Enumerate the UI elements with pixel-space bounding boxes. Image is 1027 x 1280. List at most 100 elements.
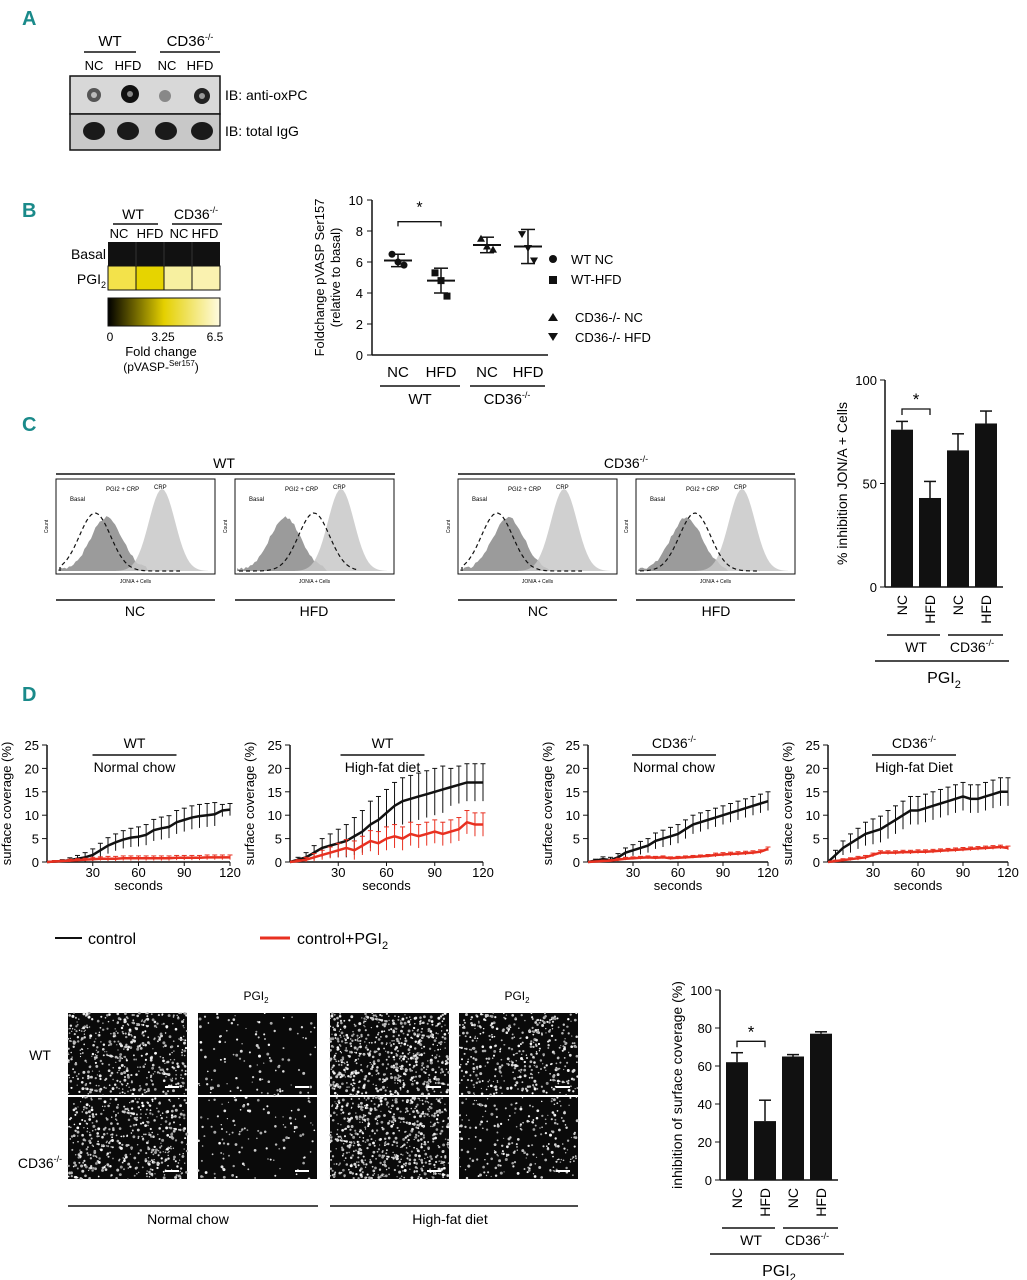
platelet-dot <box>413 1033 416 1036</box>
platelet-dot <box>523 1069 526 1072</box>
b-point <box>438 277 445 284</box>
platelet-dot <box>402 1068 404 1070</box>
platelet-dot <box>161 1069 164 1072</box>
platelet-dot <box>106 1014 109 1017</box>
platelet-dot <box>375 1158 377 1160</box>
platelet-dot <box>376 1066 379 1069</box>
platelet-dot <box>362 1140 364 1142</box>
platelet-dot <box>154 1097 156 1099</box>
platelet-dot <box>86 1012 89 1015</box>
platelet-dot <box>348 1169 350 1171</box>
platelet-dot <box>120 1147 123 1150</box>
platelet-dot <box>339 1139 341 1141</box>
platelet-dot <box>535 1065 538 1068</box>
platelet-dot <box>223 1176 226 1179</box>
platelet-dot <box>393 1065 395 1067</box>
platelet-dot <box>515 1053 516 1054</box>
platelet-dot <box>387 1122 390 1125</box>
platelet-dot <box>473 1071 475 1073</box>
platelet-dot <box>415 1162 418 1165</box>
platelet-dot <box>557 1159 558 1160</box>
platelet-dot <box>423 1067 425 1069</box>
b-group-wt: WT <box>408 391 431 408</box>
platelet-dot <box>554 1114 557 1117</box>
platelet-dot <box>480 1013 482 1015</box>
platelet-dot <box>100 1149 103 1152</box>
line-xtick-label: 60 <box>911 865 925 880</box>
platelet-dot <box>341 1040 343 1042</box>
platelet-dot <box>377 1059 379 1061</box>
platelet-dot <box>493 1050 496 1053</box>
platelet-dot <box>409 1064 411 1066</box>
c-cd36-label: CD36-/- <box>604 454 648 471</box>
platelet-dot <box>140 1047 143 1050</box>
platelet-dot <box>92 1053 94 1055</box>
platelet-dot <box>396 1155 399 1158</box>
b-point <box>518 231 526 238</box>
platelet-dot <box>346 1152 348 1154</box>
platelet-dot <box>572 1156 574 1158</box>
platelet-dot <box>442 1014 444 1016</box>
platelet-dot <box>444 1042 445 1043</box>
platelet-dot <box>466 1013 467 1014</box>
platelet-dot <box>572 1090 574 1092</box>
platelet-dot <box>502 1029 505 1032</box>
c-basal-curve <box>460 517 550 571</box>
platelet-dot <box>416 1170 418 1172</box>
platelet-dot <box>87 1128 88 1129</box>
platelet-dot <box>185 1171 188 1174</box>
platelet-dot <box>401 1068 403 1070</box>
platelet-dot <box>367 1080 369 1082</box>
platelet-dot <box>165 1076 167 1078</box>
platelet-dot <box>374 1051 377 1054</box>
platelet-dot <box>78 1091 80 1093</box>
platelet-dot <box>149 1043 151 1045</box>
platelet-dot <box>461 1070 463 1072</box>
platelet-dot <box>402 1086 404 1088</box>
platelet-dot <box>392 1020 394 1022</box>
platelet-dot <box>386 1068 387 1069</box>
platelet-dot <box>359 1037 360 1038</box>
platelet-dot <box>87 1015 88 1016</box>
platelet-dot <box>351 1164 353 1166</box>
platelet-dot <box>91 1056 92 1057</box>
platelet-dot <box>78 1153 81 1156</box>
platelet-dot <box>438 1168 441 1171</box>
platelet-dot <box>339 1136 341 1138</box>
platelet-dot <box>478 1175 480 1177</box>
platelet-dot <box>436 1133 437 1134</box>
platelet-dot <box>150 1168 152 1170</box>
bar <box>782 1057 804 1181</box>
platelet-dot <box>297 1169 299 1171</box>
platelet-dot <box>410 1102 412 1104</box>
platelet-dot <box>183 1039 184 1040</box>
platelet-dot <box>160 1069 163 1072</box>
platelet-dot <box>228 1155 230 1157</box>
platelet-dot <box>330 1040 332 1042</box>
platelet-dot <box>538 1072 540 1074</box>
platelet-dot <box>102 1167 105 1170</box>
micro-wt: WT <box>29 1047 51 1063</box>
platelet-dot <box>532 1121 534 1123</box>
platelet-dot <box>107 1153 109 1155</box>
platelet-dot <box>393 1140 396 1143</box>
platelet-dot <box>503 1013 505 1015</box>
platelet-dot <box>74 1176 77 1179</box>
platelet-dot <box>402 1117 405 1120</box>
platelet-dot <box>336 1038 339 1041</box>
platelet-dot <box>117 1104 119 1106</box>
platelet-dot <box>540 1059 542 1061</box>
platelet-dot <box>301 1026 303 1028</box>
platelet-dot <box>413 1097 416 1100</box>
platelet-dot <box>269 1057 271 1059</box>
platelet-dot <box>165 1120 168 1123</box>
platelet-dot <box>168 1099 170 1101</box>
platelet-dot <box>576 1055 579 1058</box>
platelet-dot <box>107 1145 109 1147</box>
platelet-dot <box>538 1031 541 1034</box>
platelet-dot <box>76 1111 79 1114</box>
platelet-dot <box>378 1174 379 1175</box>
platelet-dot <box>444 1174 446 1176</box>
platelet-dot <box>573 1133 575 1135</box>
platelet-dot <box>428 1028 431 1031</box>
